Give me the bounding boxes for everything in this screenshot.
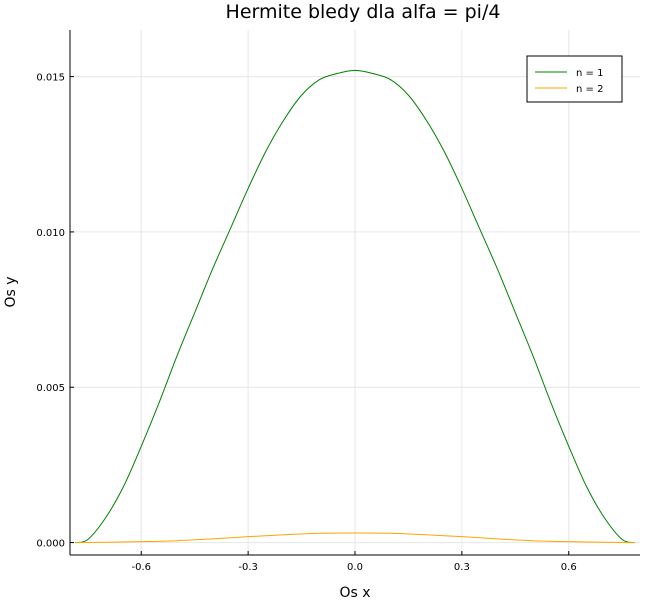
x-tick-label: -0.6 bbox=[131, 562, 151, 573]
y-tick-label: 0.015 bbox=[36, 73, 65, 84]
x-tick-label: 0.0 bbox=[347, 562, 363, 573]
x-tick-label: 0.6 bbox=[561, 562, 577, 573]
series-line-1 bbox=[75, 69, 635, 544]
y-ticks: 0.000 0.005 0.010 0.015 bbox=[36, 73, 74, 550]
chart-title: Hermite bledy dla alfa = pi/4 bbox=[226, 1, 501, 23]
x-ticks: -0.6 -0.3 0.0 0.3 0.6 bbox=[131, 551, 577, 573]
y-axis-label: Os y bbox=[3, 276, 19, 307]
legend-label: n = 2 bbox=[576, 84, 603, 95]
legend: n = 1 n = 2 bbox=[526, 55, 623, 103]
series-layer bbox=[75, 69, 635, 544]
x-axis-label: Os x bbox=[339, 585, 370, 600]
legend-box bbox=[526, 55, 623, 103]
y-tick-label: 0.000 bbox=[36, 539, 65, 550]
legend-label: n = 1 bbox=[576, 68, 603, 79]
y-tick-label: 0.010 bbox=[36, 228, 65, 239]
x-tick-label: 0.3 bbox=[454, 562, 470, 573]
y-tick-label: 0.005 bbox=[36, 383, 65, 394]
series-line-2 bbox=[75, 532, 635, 544]
x-tick-label: -0.3 bbox=[238, 562, 258, 573]
grid bbox=[70, 30, 640, 555]
